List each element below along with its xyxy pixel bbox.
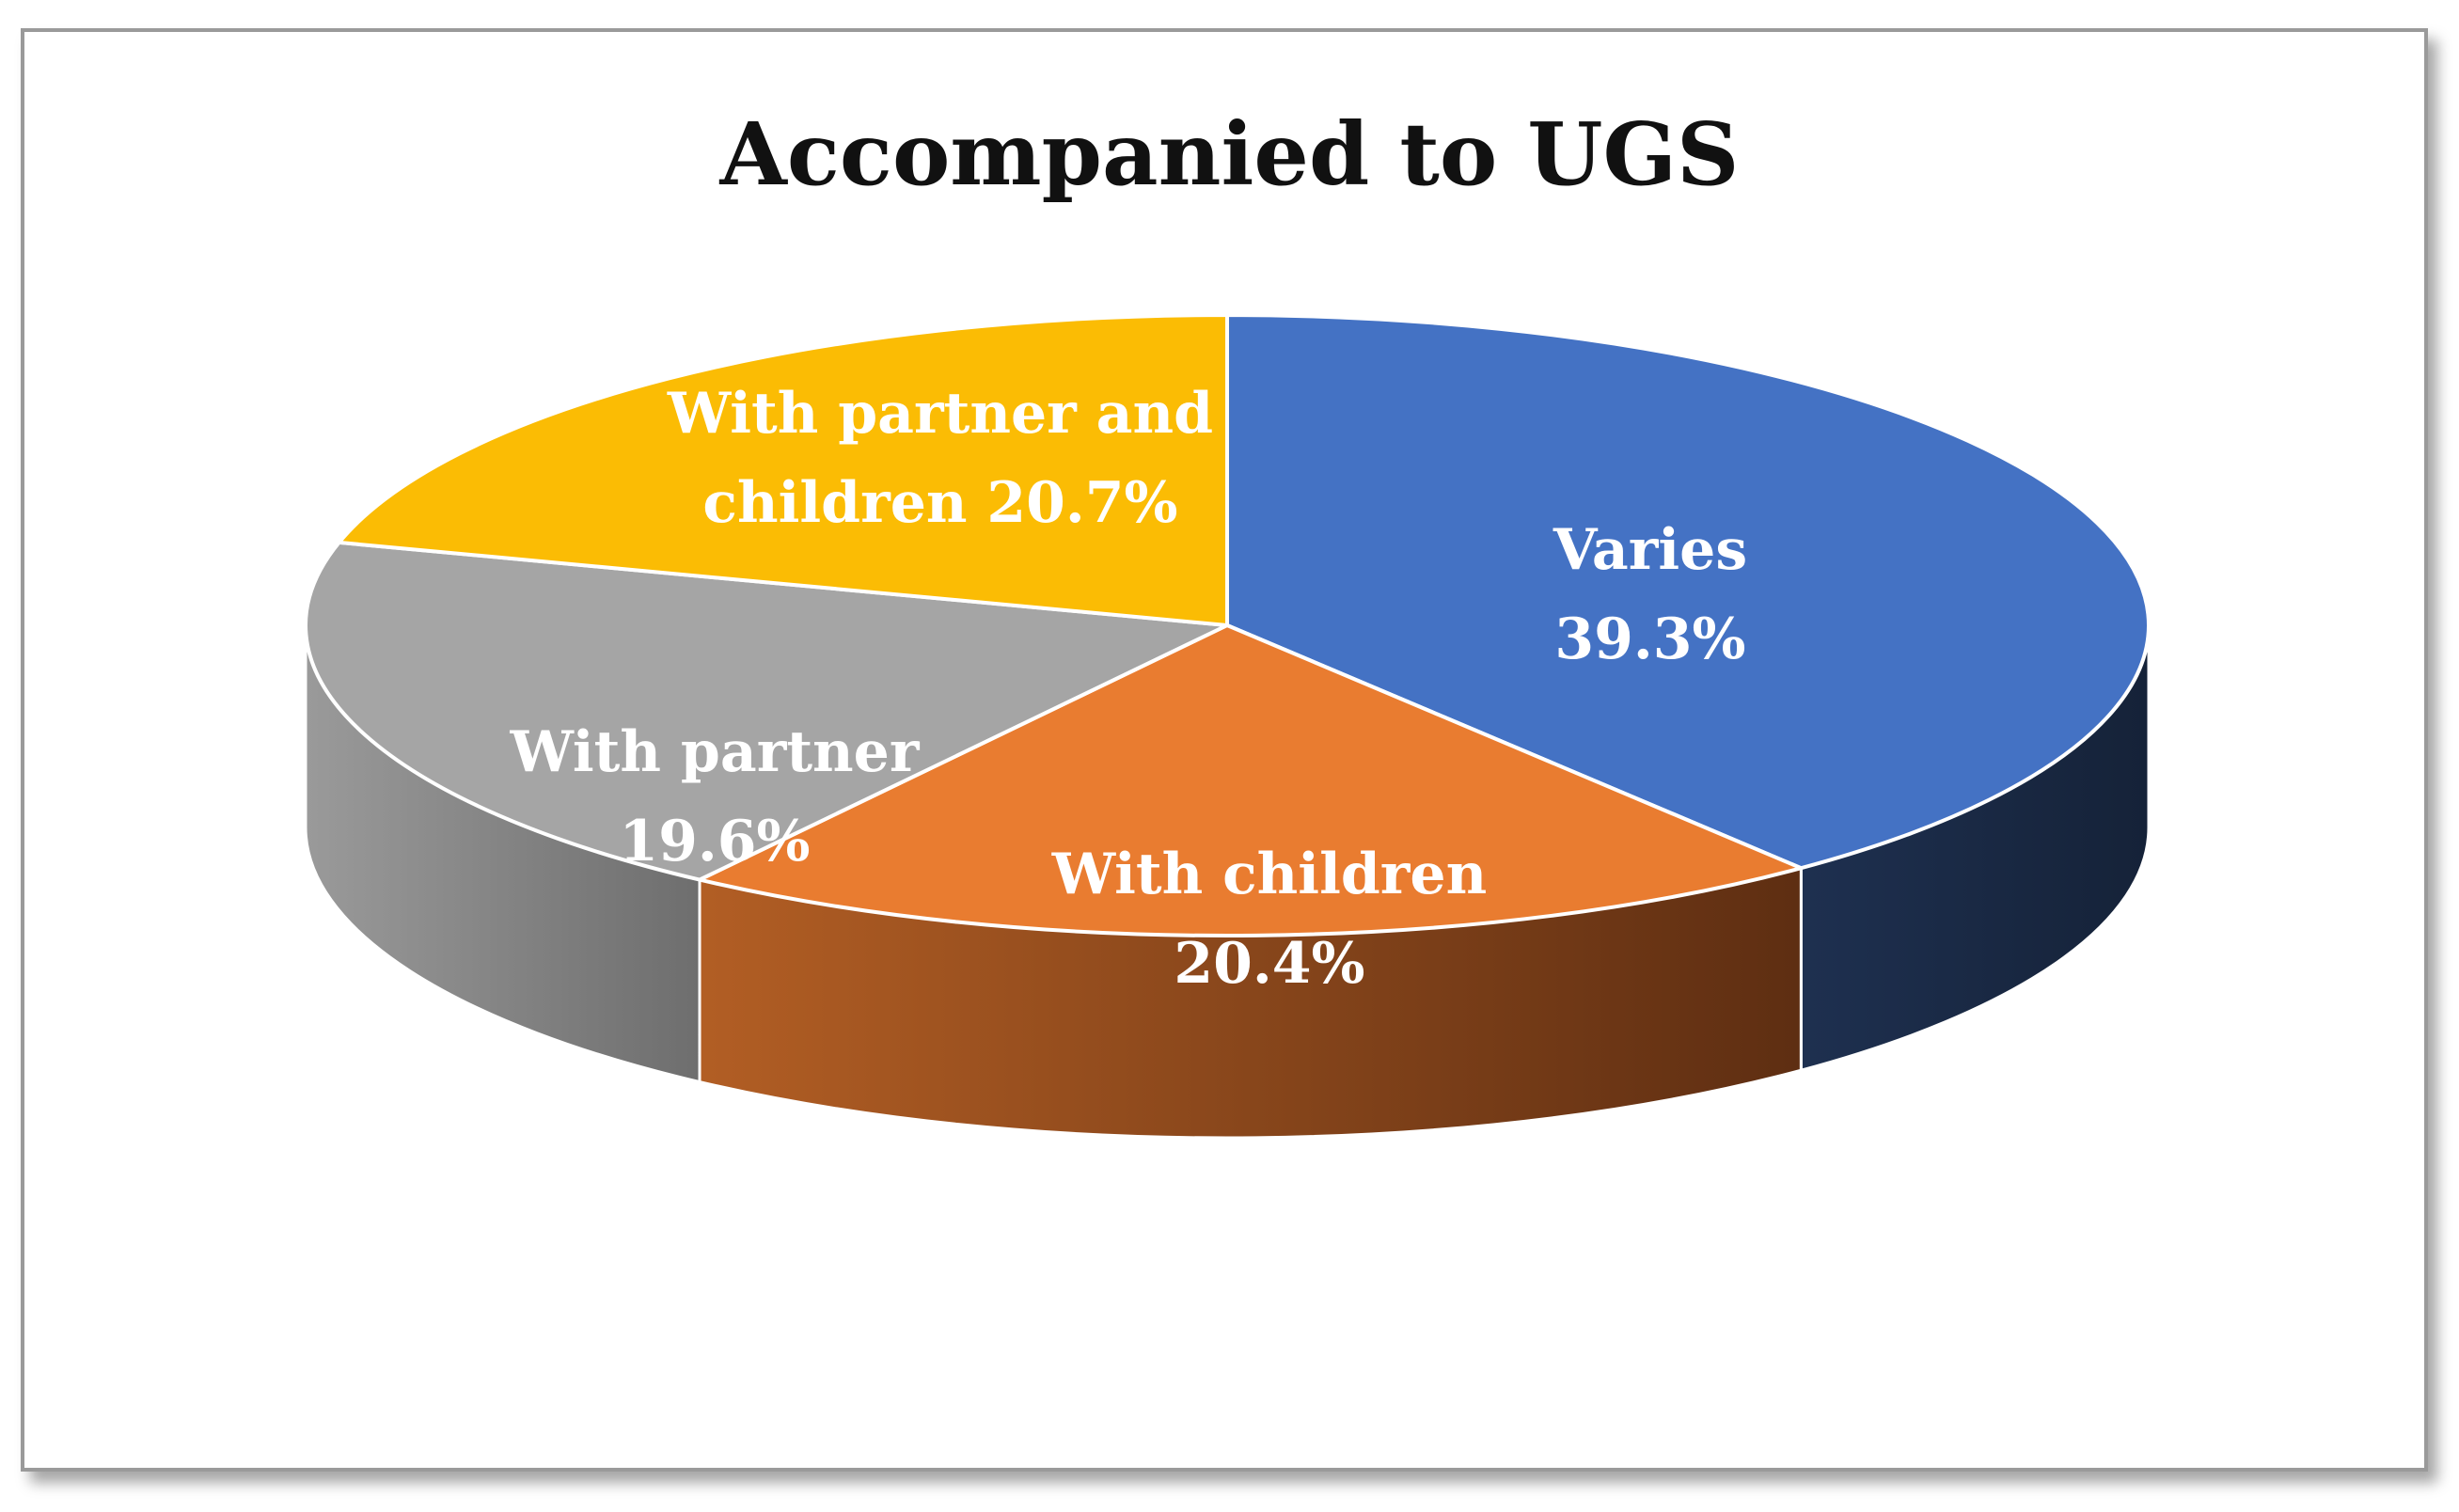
slice-label-2-line-0: With partner	[510, 719, 921, 785]
slice-label-2-line-1: 19.6%	[619, 809, 810, 874]
slice-label-1-line-0: With children	[1051, 842, 1487, 907]
pie-slice-2	[304, 540, 1229, 882]
slice-label-0-line-1: 39.3%	[1554, 606, 1745, 672]
slice-label-1-line-1: 20.4%	[1174, 931, 1364, 997]
chart-title: Accompanied to UGS	[719, 103, 1740, 205]
pie-slice-3	[337, 313, 1229, 627]
pie-slice-0	[1225, 313, 2151, 871]
slice-label-0-line-0: Varies	[1553, 517, 1747, 583]
slice-label-3-line-1: children 20.7%	[702, 470, 1177, 536]
slice-label-3-line-0: With partner and	[667, 381, 1213, 447]
pie-labels: Varies 39.3% With children 20.4% With partne…	[510, 381, 1748, 997]
pie-tops	[304, 313, 2151, 937]
pie-slice-1	[698, 623, 1804, 937]
